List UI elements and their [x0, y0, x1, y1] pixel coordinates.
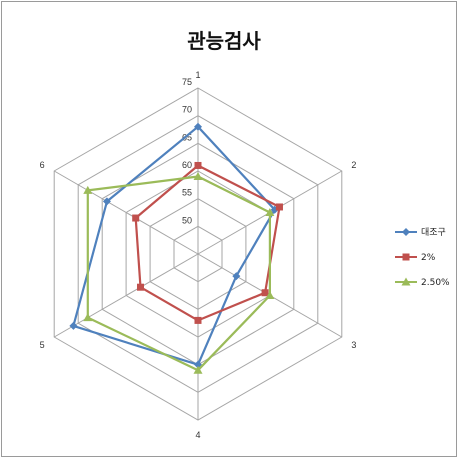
axis-label-4: 4	[195, 430, 200, 440]
data-point	[69, 322, 77, 330]
data-point	[276, 203, 283, 210]
data-point	[137, 284, 144, 291]
axis-label-6: 6	[40, 160, 45, 170]
tick-label: 50	[182, 215, 192, 225]
series-line	[88, 177, 270, 371]
chart-title: 관능검사	[187, 29, 261, 53]
data-point	[132, 215, 139, 222]
legend-label: 2%	[421, 253, 436, 263]
legend-item-3: 2.50%	[395, 278, 450, 289]
data-point	[402, 228, 410, 236]
data-point	[195, 317, 202, 324]
legend-item-1: 대조구	[395, 227, 446, 238]
legend: 대조구 2% 2.50%	[395, 227, 450, 288]
tick-label: 60	[182, 160, 192, 170]
axis-label-5: 5	[40, 340, 45, 350]
tick-label: 70	[182, 105, 192, 115]
series-2	[132, 162, 283, 324]
data-point	[83, 313, 92, 321]
tick-label: 75	[182, 77, 192, 87]
axis-label-3: 3	[351, 340, 356, 350]
axis-label-2: 2	[351, 160, 356, 170]
axis-label-1: 1	[195, 70, 200, 80]
legend-label: 2.50%	[421, 278, 450, 288]
legend-label: 대조구	[421, 227, 446, 238]
legend-item-2: 2%	[395, 253, 436, 263]
tick-label: 55	[182, 188, 192, 198]
data-point	[195, 162, 202, 169]
data-point	[403, 254, 410, 261]
series-line	[136, 166, 280, 321]
